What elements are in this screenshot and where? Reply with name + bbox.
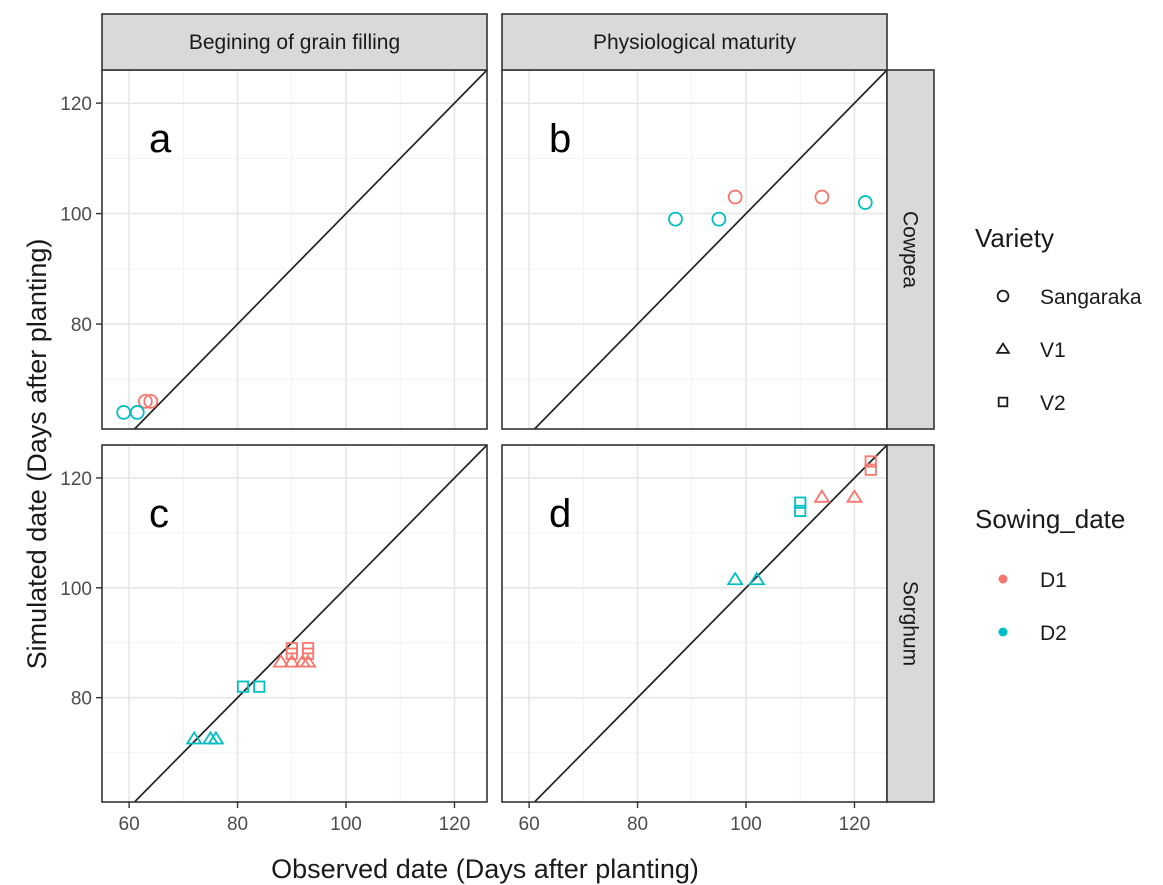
identity-line [533,445,887,802]
y-tick-label: 80 [71,689,92,710]
legend-label-v2: V2 [1040,392,1066,415]
point-v2-d2 [794,496,807,509]
x-tick-label: 80 [227,814,248,835]
identity-line [133,70,487,429]
legend-key-d2 [998,627,1008,637]
legend-key-v2 [997,396,1009,408]
panel-c: c [101,444,488,803]
panel-d: d [501,444,888,803]
y-tick-label: 120 [60,469,92,490]
legend: Variety Sangaraka V1 V2 Sowing_date D1 D2 [975,223,1142,645]
legend-key-v1 [995,341,1011,354]
point-v1-d2 [748,571,766,586]
point-v2-d2 [253,680,266,693]
x-tick-label: 120 [839,814,871,835]
point-v1-d1 [813,489,831,503]
gridlines [102,70,487,429]
y-tick-label: 100 [60,205,92,226]
panel-tag-d: d [549,492,571,536]
panel-background [502,70,887,429]
point-v1-d1 [272,653,290,668]
x-tick-label: 60 [119,814,140,835]
row-strip-label: Sorghum [899,581,922,666]
point-v2-d1 [301,642,315,655]
legend-label-sangaraka: Sangaraka [1040,286,1142,309]
point-v1-d2 [185,730,203,745]
point-v1-d2 [726,571,744,586]
axes: 80 100 120 80 100 120 60 80 100 120 60 80 100 120 [60,94,870,835]
panel-tag-a: a [149,117,172,161]
gridlines [502,445,887,802]
y-tick-label: 100 [60,579,92,600]
strip-background [886,444,935,803]
x-tick-label: 100 [730,814,762,835]
legend-key-sangaraka [996,289,1010,303]
point-sangaraka-d1 [814,189,830,205]
x-tick-label: 120 [439,814,471,835]
points [726,455,877,586]
panel-background [502,445,887,802]
x-tick-label: 60 [519,814,540,835]
y-axis-title: Simulated date (Days after planting) [22,239,52,670]
legend-label-d2: D2 [1040,622,1067,645]
row-strip: Sorghum [886,444,935,803]
y-tick-label: 80 [71,315,92,336]
row-strip-label: Cowpea [899,211,922,288]
point-sangaraka-d2 [129,405,145,420]
y-tick-label: 120 [60,94,92,115]
panels-layer: a b c d [101,69,888,803]
strip-background [501,13,888,71]
panel-b: b [501,69,888,430]
panel-a: a [101,69,488,430]
points [668,189,873,227]
point-v1-d1 [283,653,301,668]
point-v1-d1 [299,653,317,668]
panel-background [102,70,487,429]
facet-strips: Begining of grain filling Physiological m… [101,13,935,803]
point-v1-d2 [207,730,225,745]
column-strip: Physiological maturity [501,13,888,71]
column-strip-label: Begining of grain filling [189,31,400,54]
x-axis-title: Observed date (Days after planting) [271,854,699,884]
point-sangaraka-d2 [668,211,683,227]
x-tick-label: 80 [627,814,648,835]
point-sangaraka-d2 [857,195,873,210]
row-strip: Cowpea [886,69,935,430]
panel-tag-c: c [149,492,169,536]
panel-border [101,444,488,803]
point-sangaraka-d1 [143,394,159,409]
point-v2-d1 [864,463,877,476]
x-tick-label: 100 [330,814,362,835]
panel-background [102,445,487,802]
column-strip-label: Physiological maturity [593,31,797,54]
legend-label-d1: D1 [1040,569,1067,592]
legend-label-v1: V1 [1040,339,1066,362]
point-v1-d1 [845,489,864,503]
legend-title-variety: Variety [975,223,1054,253]
point-v2-d2 [236,680,250,693]
strip-background [101,13,488,71]
point-v2-d2 [794,504,807,517]
points [116,394,159,420]
column-strip: Begining of grain filling [101,13,488,71]
identity-line [133,445,487,802]
identity-line [533,70,887,429]
point-v2-d1 [864,455,877,468]
legend-key-d1 [998,574,1008,584]
panel-tag-b: b [549,117,571,161]
point-sangaraka-d1 [727,189,743,205]
legend-title-sowing-date: Sowing_date [975,504,1125,534]
point-sangaraka-d2 [711,211,727,227]
strip-background [886,69,935,430]
gridlines [502,70,887,429]
point-v2-d1 [285,642,298,655]
point-sangaraka-d1 [138,394,153,409]
points [185,642,317,745]
